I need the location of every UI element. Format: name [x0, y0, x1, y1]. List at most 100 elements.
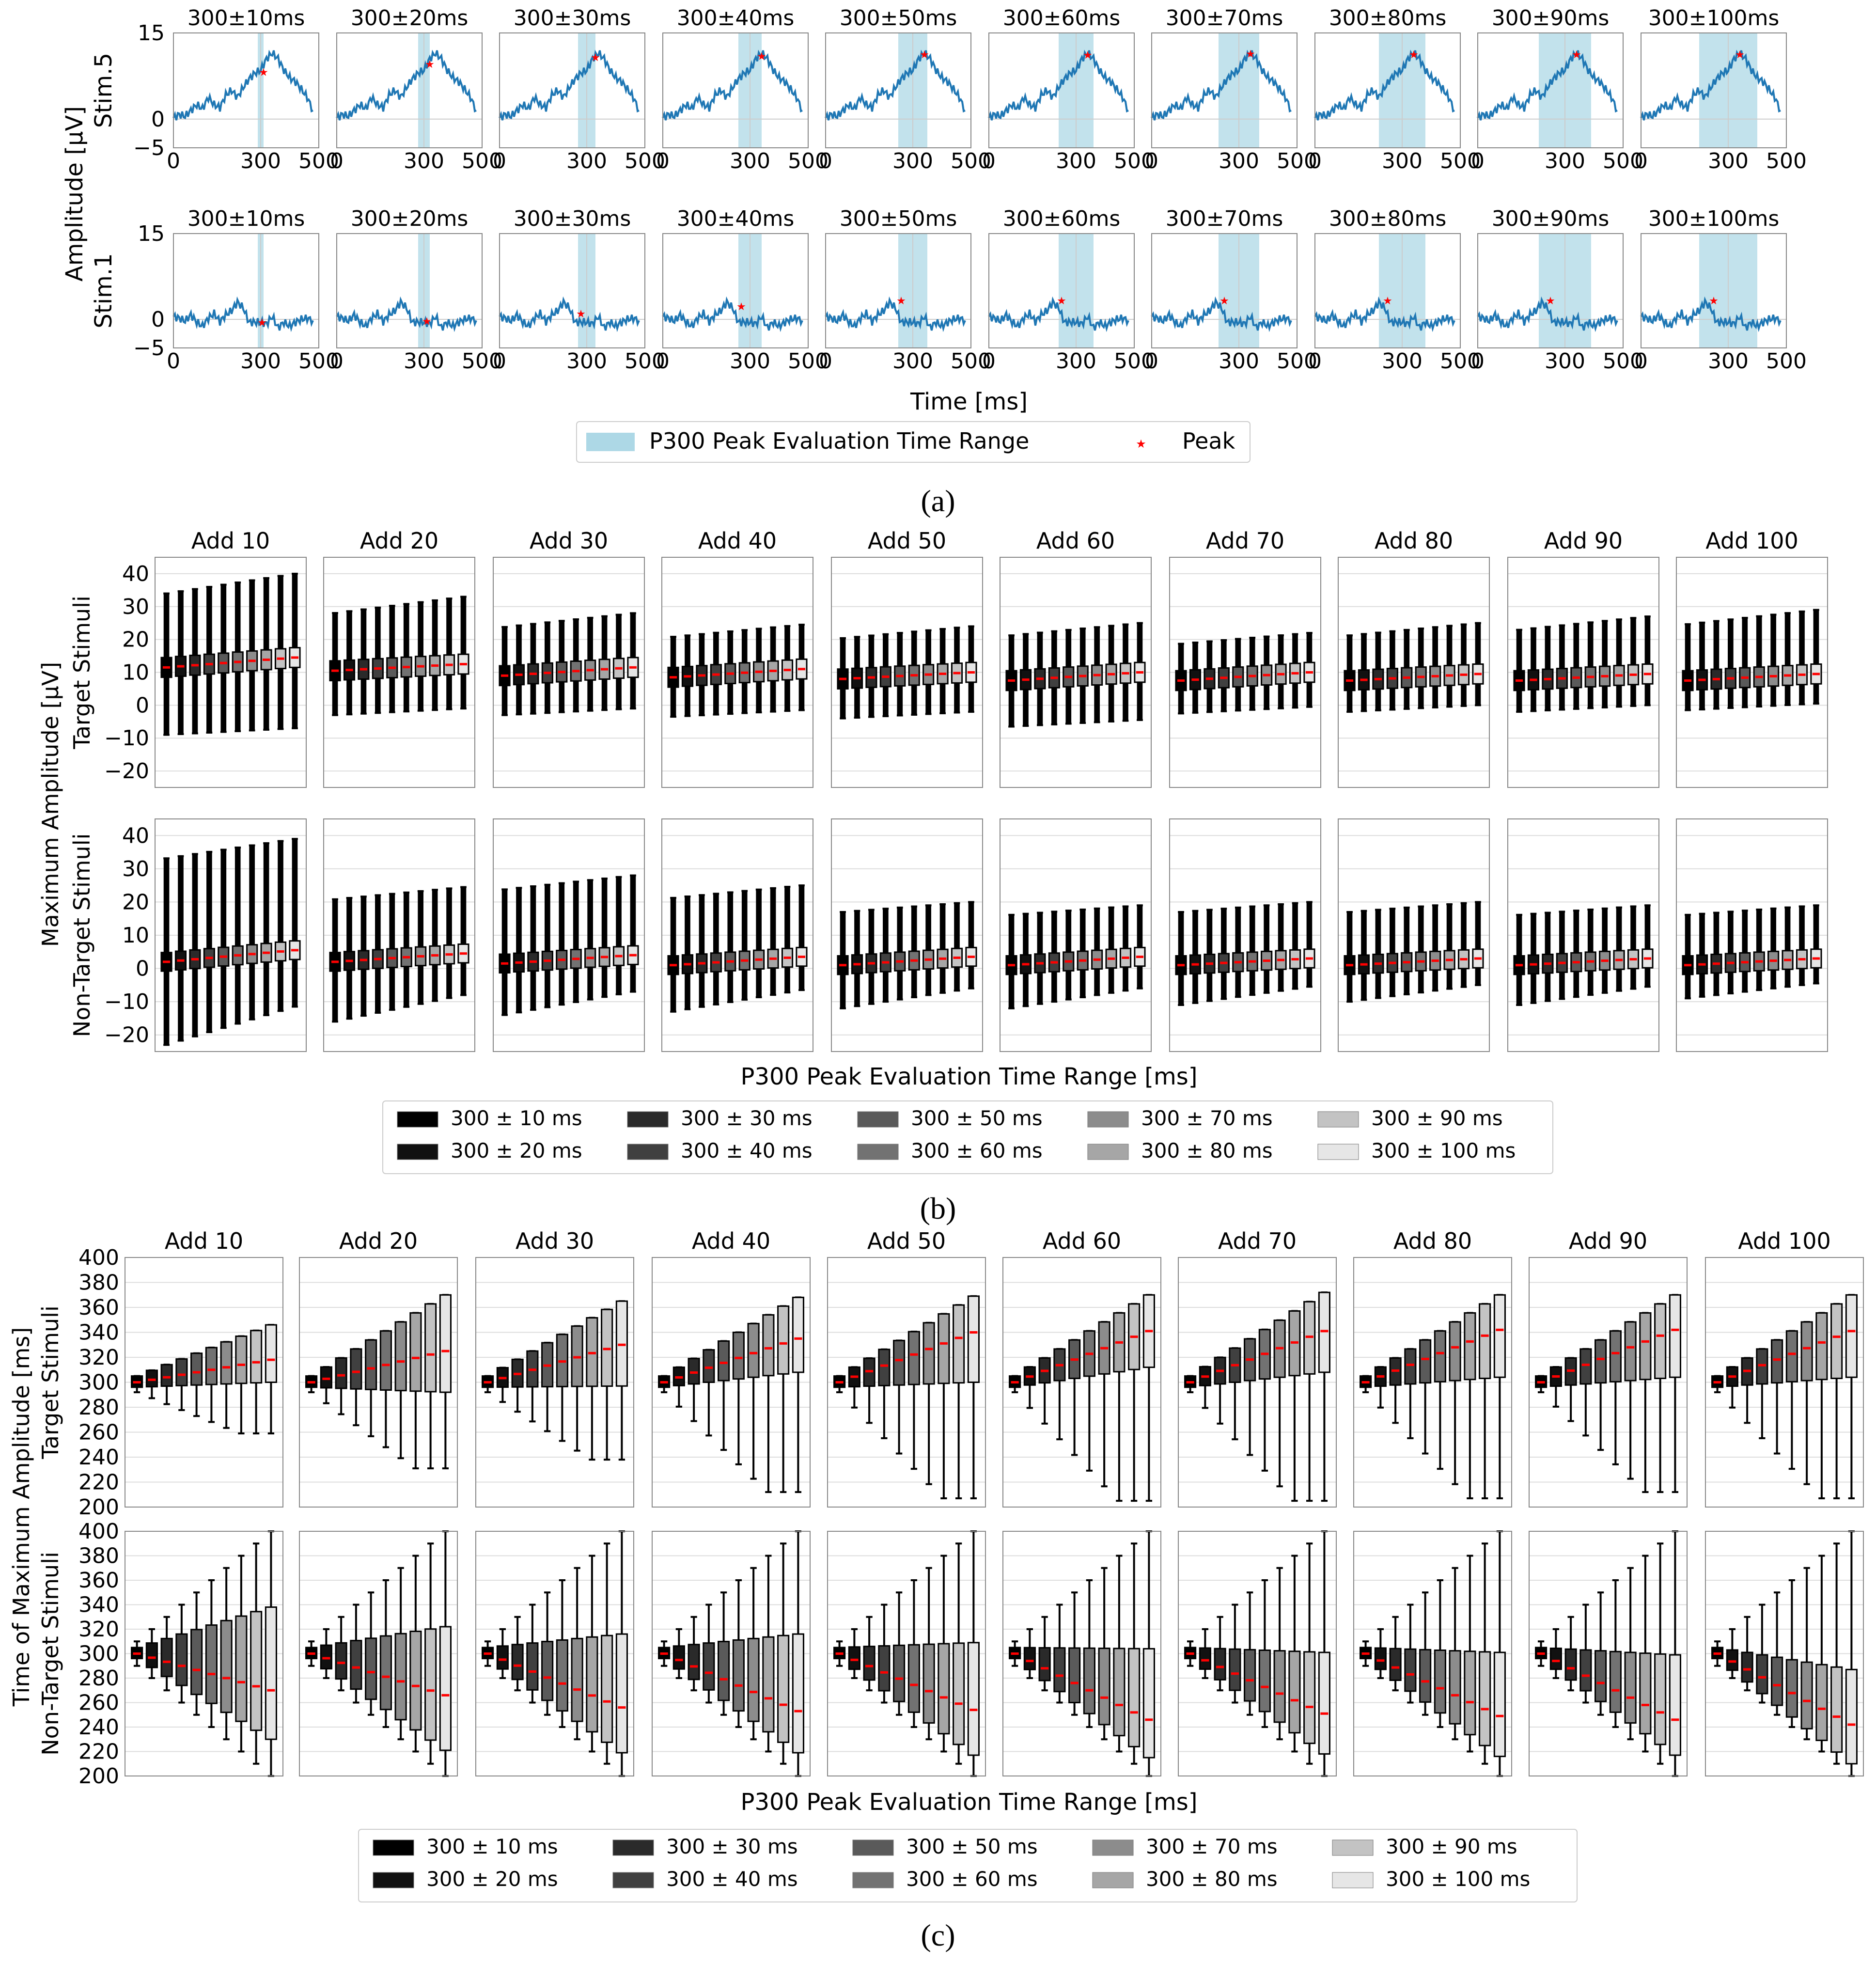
box	[1549, 1648, 1562, 1670]
box	[792, 1633, 804, 1754]
subplot-frame	[475, 1257, 634, 1508]
y-tick-label: 380	[78, 1271, 119, 1295]
box	[967, 1295, 980, 1383]
box	[1771, 1656, 1783, 1706]
box	[1128, 1648, 1141, 1747]
erp-subplot: ★ 300±90ms 0 300 500	[1471, 206, 1643, 374]
box-subplot: Add 10	[125, 1228, 283, 1508]
box	[762, 1314, 775, 1377]
box	[250, 1330, 263, 1384]
y-tick-label: 0	[151, 107, 165, 132]
box	[1756, 1654, 1768, 1695]
box	[1288, 1650, 1301, 1734]
box-subplot: Add 60	[1000, 528, 1152, 788]
erp-line	[1477, 296, 1618, 332]
box	[703, 1349, 715, 1383]
subplot-frame	[1002, 1531, 1161, 1776]
subplot-frame	[1676, 818, 1828, 1052]
legend-swatch	[627, 1144, 669, 1160]
row-label: Stim.5	[90, 53, 117, 128]
y-tick-label: 340	[78, 1593, 119, 1618]
column-title: Add 20	[360, 528, 438, 554]
legend-swatch	[1092, 1839, 1134, 1856]
box-subplot: Add 100	[1676, 528, 1828, 788]
peak-marker: ★	[757, 50, 766, 63]
x-tick-label: 500	[298, 349, 339, 374]
x-tick-label: 0	[656, 149, 670, 173]
row-label: Non-Target Stimuli	[37, 1552, 63, 1756]
column-title: Add 50	[867, 1228, 946, 1254]
box	[1564, 1648, 1577, 1681]
y-tick-label: 340	[78, 1320, 119, 1345]
subplot-frame	[1314, 233, 1461, 348]
subplot-frame	[493, 557, 645, 788]
x-tick-label: 500	[1114, 349, 1155, 374]
box	[394, 1633, 407, 1721]
erp-line	[825, 49, 966, 121]
legend-frame	[382, 1100, 1553, 1174]
legend-label: 300 ± 50 ms	[911, 1106, 1043, 1130]
box	[1815, 1664, 1828, 1741]
box	[1214, 1648, 1226, 1681]
box-subplot	[299, 1530, 458, 1777]
erp-line	[172, 296, 314, 332]
legend-label: 300 ± 30 ms	[681, 1106, 813, 1130]
box	[1449, 1650, 1461, 1725]
box	[672, 1645, 685, 1670]
legend-label: 300 ± 80 ms	[1146, 1867, 1278, 1891]
x-tick-label: 0	[167, 349, 180, 374]
x-tick-label: 300	[1219, 349, 1259, 374]
box	[526, 1642, 539, 1691]
box	[1053, 1647, 1066, 1693]
erp-line	[1640, 49, 1781, 121]
box	[1669, 1654, 1681, 1756]
box	[265, 1324, 277, 1383]
subplot-frame	[323, 818, 475, 1052]
subplot-frame	[831, 557, 983, 788]
x-tick-label: 500	[1277, 149, 1317, 173]
box	[1845, 1294, 1858, 1378]
subplot-title: 300±10ms	[188, 206, 305, 231]
box	[1479, 1303, 1491, 1379]
subplot-title: 300±50ms	[840, 6, 957, 31]
column-title: Add 90	[1569, 1228, 1647, 1254]
y-tick-label: 360	[78, 1568, 119, 1593]
legend-label: 300 ± 40 ms	[681, 1139, 813, 1163]
box	[907, 1331, 920, 1385]
y-tick-label: 10	[122, 660, 149, 685]
box	[1419, 1339, 1432, 1384]
box	[424, 1628, 437, 1741]
subplot-frame	[1169, 557, 1321, 788]
subplot-frame	[825, 233, 971, 348]
legend-label: 300 ± 10 ms	[426, 1835, 558, 1858]
box	[1654, 1303, 1667, 1379]
subplot-frame	[1000, 557, 1152, 788]
box	[235, 1336, 248, 1384]
x-tick-label: 500	[1603, 149, 1643, 173]
box	[586, 1636, 598, 1733]
erp-line	[662, 296, 803, 332]
column-title: Add 90	[1544, 528, 1623, 554]
erp-line	[1151, 296, 1292, 332]
row-label: Target Stimuli	[37, 1305, 63, 1459]
box-subplot	[1178, 1530, 1337, 1777]
erp-subplot: ★ 300±100ms 0 300 500	[1634, 206, 1807, 374]
box	[1726, 1649, 1738, 1671]
subplot-frame	[299, 1531, 458, 1776]
erp-line	[172, 49, 313, 121]
box	[1374, 1647, 1387, 1670]
box	[1609, 1330, 1622, 1383]
peak-marker: ★	[1572, 49, 1581, 61]
y-tick-label: 300	[78, 1642, 119, 1666]
column-title: Add 100	[1705, 528, 1798, 554]
erp-line	[988, 296, 1129, 332]
x-tick-label: 500	[298, 149, 339, 173]
subplot-frame	[827, 1531, 986, 1776]
legend-label: 300 ± 40 ms	[666, 1867, 798, 1891]
box	[747, 1322, 760, 1378]
box	[235, 1615, 248, 1722]
erp-line	[1314, 296, 1455, 332]
subplot-title: 300±40ms	[677, 206, 795, 231]
box	[320, 1366, 332, 1389]
x-tick-label: 0	[982, 149, 996, 173]
